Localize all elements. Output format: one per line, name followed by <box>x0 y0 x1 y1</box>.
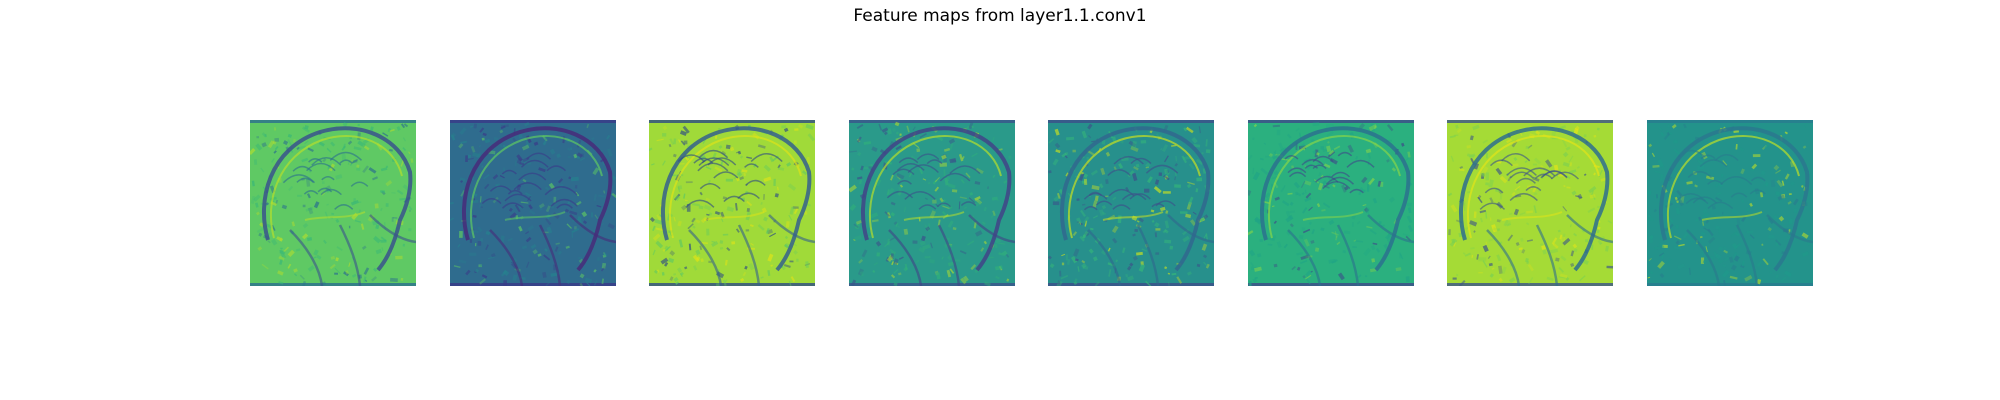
feature-map-2-image <box>450 120 616 286</box>
feature-map-8-image <box>1647 120 1813 286</box>
feature-map-4-image <box>849 120 1015 286</box>
feature-map-4 <box>849 120 1015 286</box>
feature-map-7 <box>1447 120 1613 286</box>
feature-map-8 <box>1647 120 1813 286</box>
feature-map-1-image <box>250 120 416 286</box>
figure-title: Feature maps from layer1.1.conv1 <box>853 6 1147 26</box>
feature-map-3 <box>649 120 815 286</box>
feature-map-2 <box>450 120 616 286</box>
feature-map-6 <box>1248 120 1414 286</box>
feature-map-5 <box>1048 120 1214 286</box>
feature-map-5-image <box>1048 120 1214 286</box>
feature-map-3-image <box>649 120 815 286</box>
feature-map-1 <box>250 120 416 286</box>
feature-map-6-image <box>1248 120 1414 286</box>
feature-maps-row <box>250 120 1813 286</box>
feature-map-7-image <box>1447 120 1613 286</box>
